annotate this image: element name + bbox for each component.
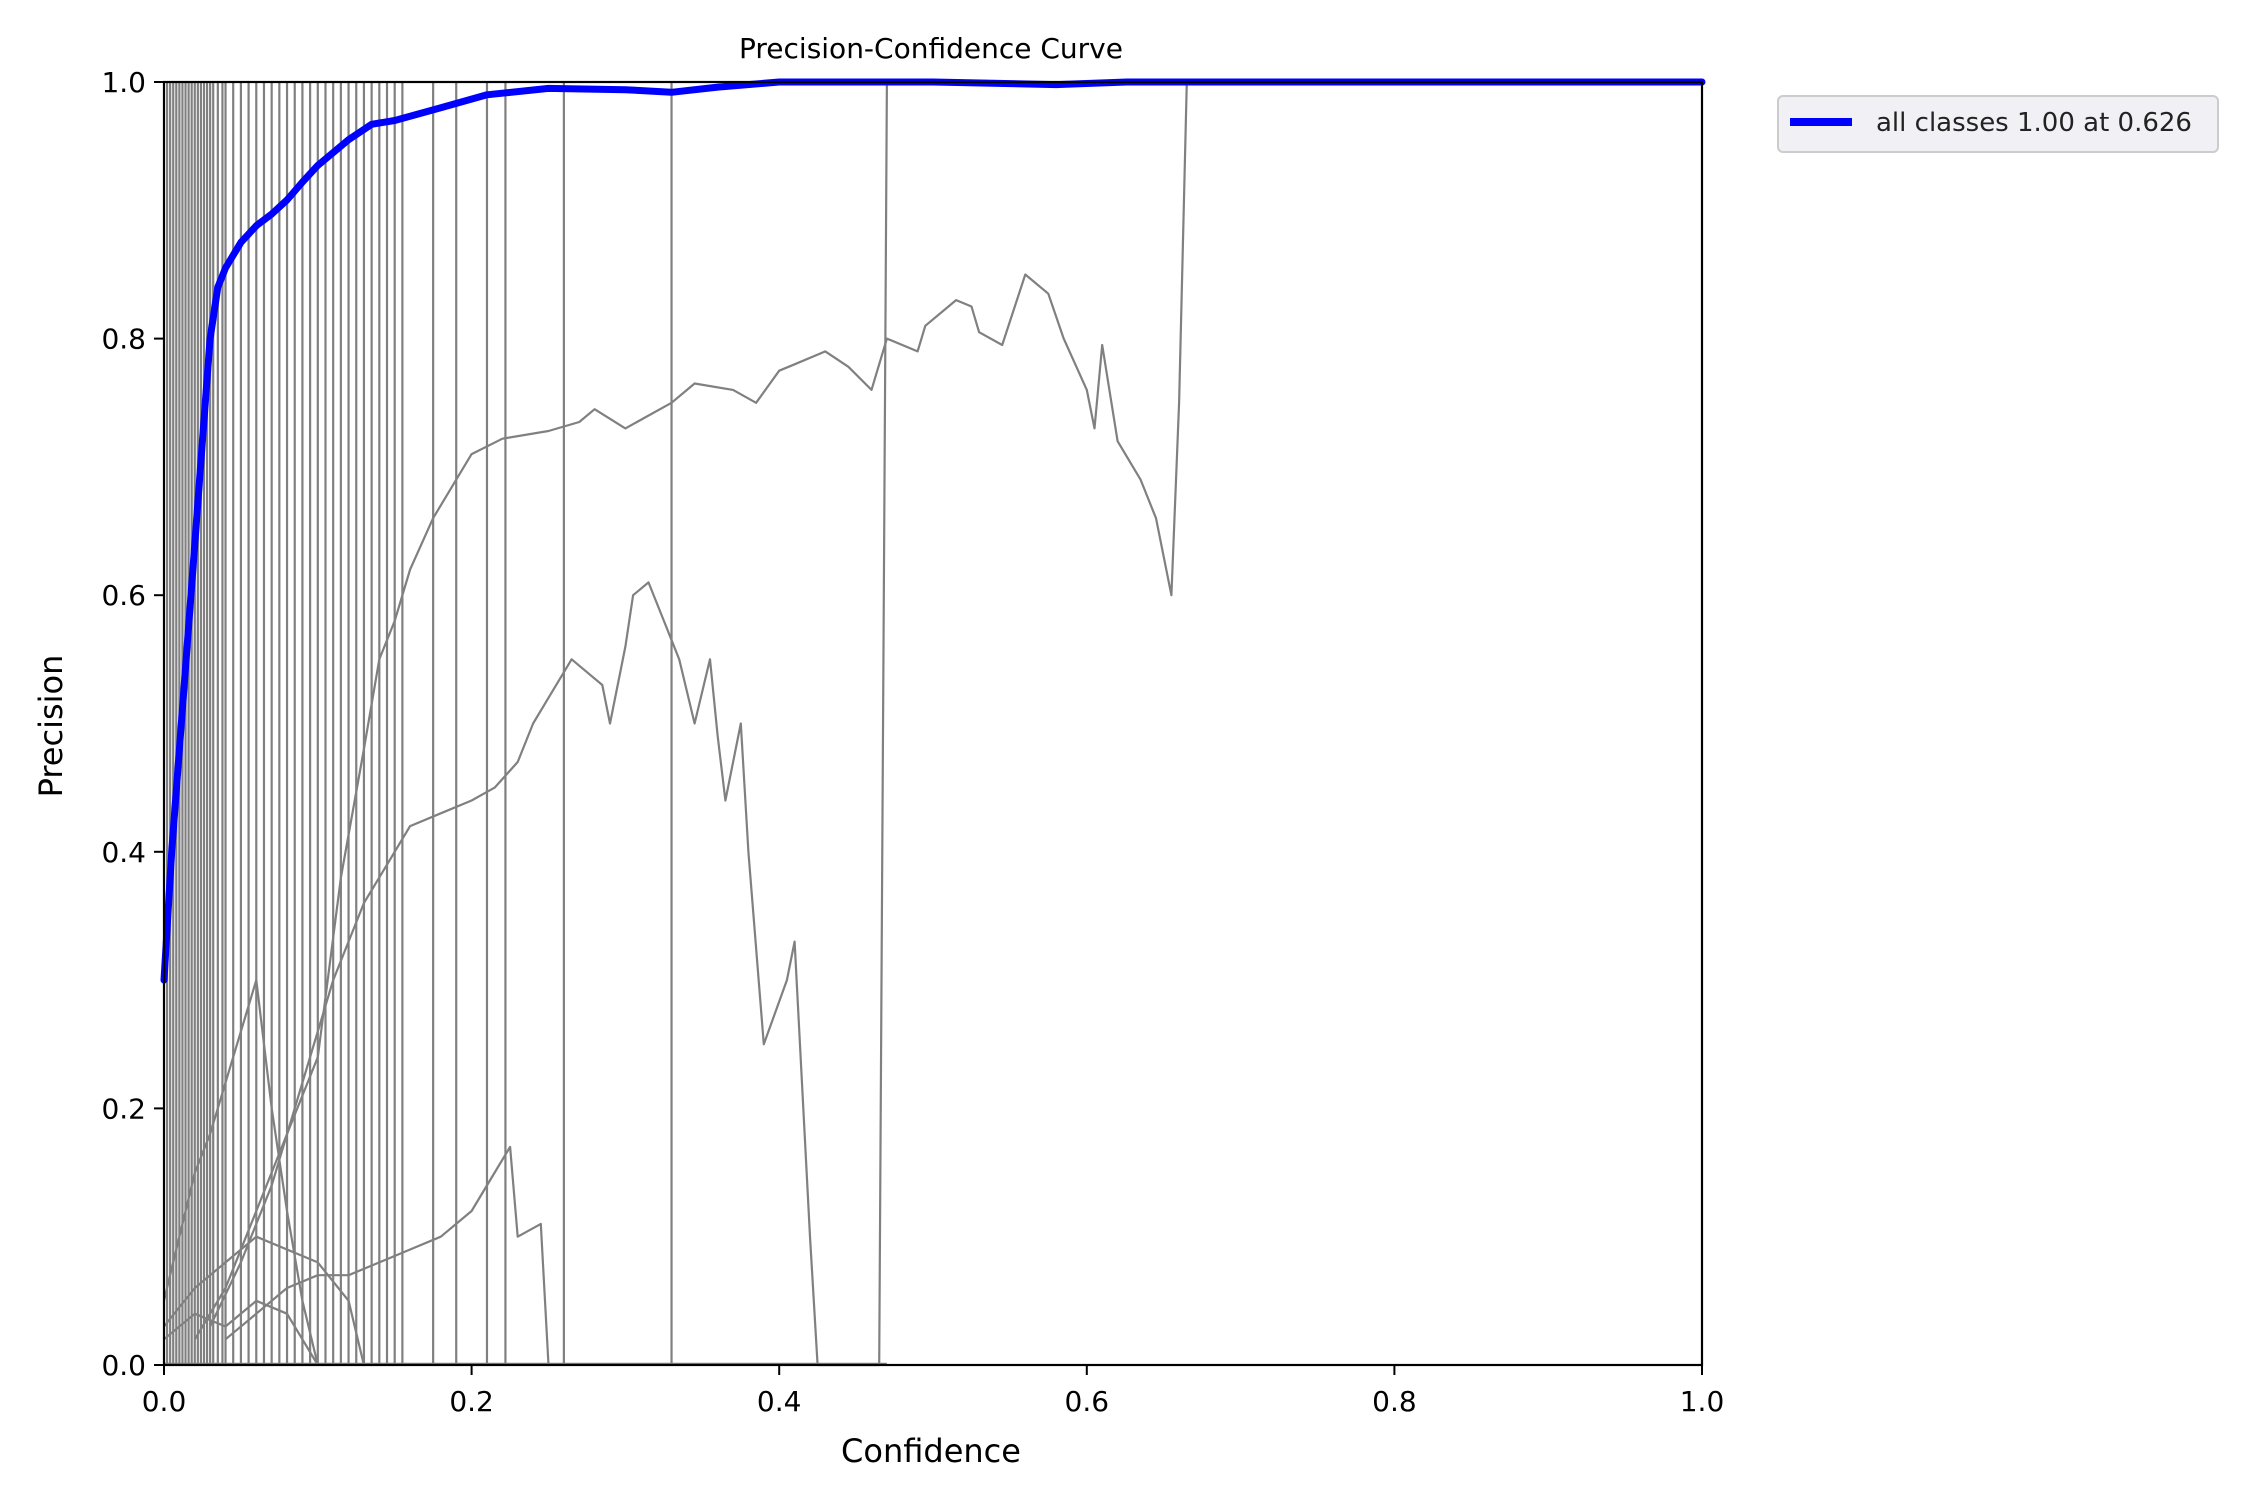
axes <box>162 80 1704 1367</box>
x-tick-label: 1.0 <box>1680 1385 1725 1418</box>
y-tick-label: 0.0 <box>101 1349 146 1382</box>
chart-title: Precision-Confidence Curve <box>739 32 1123 65</box>
plot-background <box>164 82 1702 1365</box>
x-tick-label: 0.2 <box>449 1385 494 1418</box>
y-tick-label: 1.0 <box>101 66 146 99</box>
legend-box <box>1777 95 2219 153</box>
all-classes-curve <box>160 78 1706 984</box>
y-tick-label: 0.8 <box>101 323 146 356</box>
legend-label-all-classes: all classes 1.00 at 0.626 <box>1876 108 2192 138</box>
x-tick-label: 0.6 <box>1065 1385 1110 1418</box>
y-axis-ticks: 0.0 0.2 0.4 0.6 0.8 1.0 <box>101 66 164 1382</box>
x-tick-label: 0.4 <box>757 1385 802 1418</box>
x-axis-ticks: 0.0 0.2 0.4 0.6 0.8 1.0 <box>142 1365 1725 1418</box>
plot-area <box>164 82 1702 1365</box>
vertical-drop-lines <box>164 82 887 1365</box>
y-tick-label: 0.2 <box>101 1092 146 1125</box>
y-tick-label: 0.6 <box>101 579 146 612</box>
all-classes-curve-group <box>160 78 1706 984</box>
x-axis-label: Confidence <box>841 1432 1021 1470</box>
axes-frame <box>162 80 1704 1367</box>
legend: all classes 1.00 at 0.626 <box>1777 95 2219 153</box>
x-tick-label: 0.8 <box>1372 1385 1417 1418</box>
y-axis-label: Precision <box>32 655 70 798</box>
x-tick-label: 0.0 <box>142 1385 187 1418</box>
class-curve <box>224 1145 550 1366</box>
y-tick-label: 0.4 <box>101 836 146 869</box>
